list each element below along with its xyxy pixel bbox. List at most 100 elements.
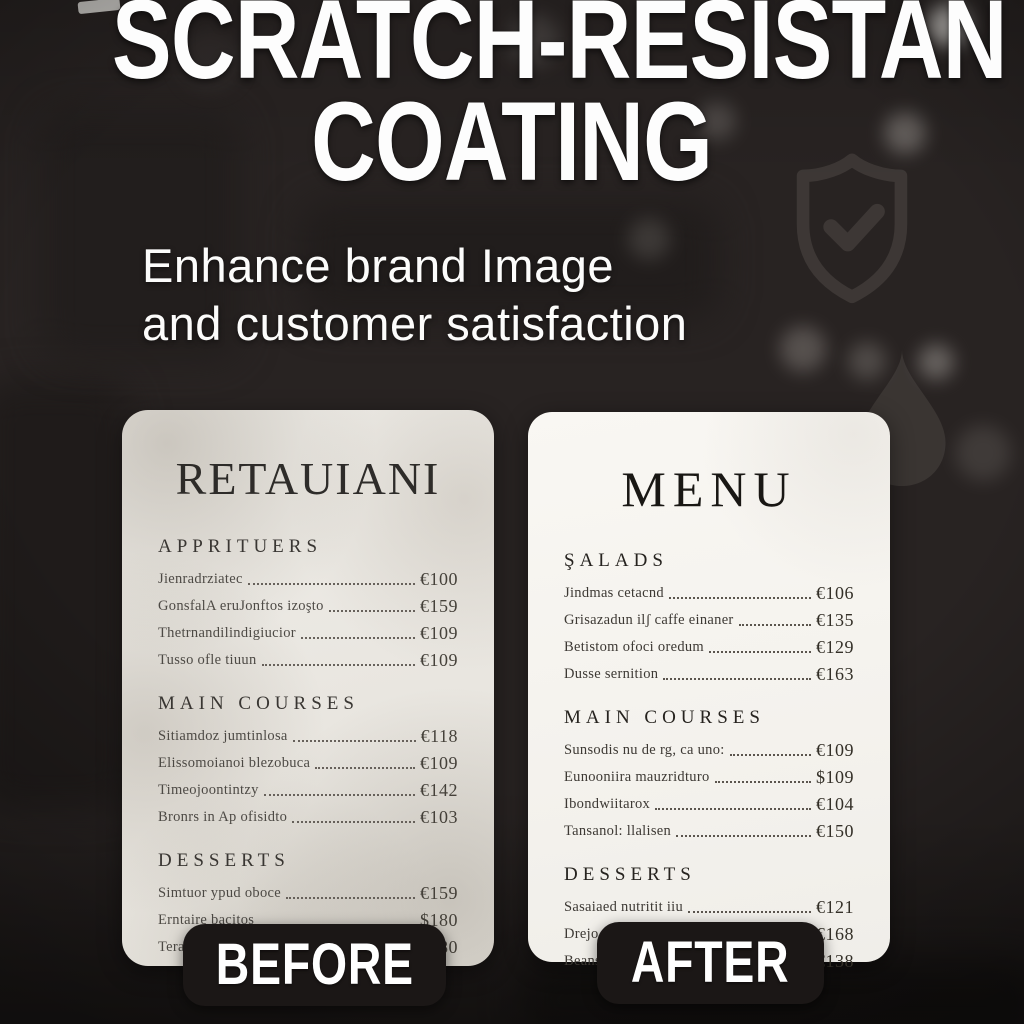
menu-item-row: Tansanol: llalisen €150 [564, 821, 854, 841]
menu-item-price: €109 [420, 753, 458, 773]
dotted-leader [315, 767, 415, 769]
menu-item-row: Sunsodis nu de rg, ca uno: €109 [564, 740, 854, 760]
menu-item-price: €135 [816, 610, 854, 630]
menu-section-title: MAIN COURSES [564, 707, 765, 728]
dotted-leader [738, 624, 811, 626]
menu-item-row: Eunooniira mauzridturo $109 [564, 767, 854, 787]
menu-item-name: Elissomoianoi blezobuca [158, 755, 311, 771]
menu-item-price: €118 [420, 726, 458, 746]
menu-section-title: ŞALADS [564, 550, 668, 571]
menu-item-name: Bronrs in Ap ofisidto [158, 809, 288, 825]
menu-body: ŞALADS Jindmas cetacnd €106 Grisazadun ilʃ … [528, 550, 890, 970]
dotted-leader [663, 678, 811, 680]
menu-item-name: Jindmas cetacnd [564, 585, 664, 601]
menu-item-row: Betistom ofoci oredum €129 [564, 637, 854, 657]
menu-item-price: €109 [420, 650, 458, 670]
dotted-leader [729, 754, 811, 756]
dotted-leader [300, 637, 415, 639]
menu-item-price: €163 [816, 664, 854, 684]
menu-item-row: Sasaiaed nutritit iiu €121 [564, 897, 854, 917]
menu-item-name: Tusso ofle tiuun [158, 652, 257, 668]
menu-card-title: MENU [621, 461, 797, 517]
menu-item-row: Sitiamdoz jumtinlosa €118 [158, 726, 458, 746]
menu-item-price: €159 [420, 596, 458, 616]
after-badge: AFTER [597, 922, 824, 1004]
dotted-leader [286, 897, 415, 899]
menu-item-row: Jindmas cetacnd €106 [564, 583, 854, 603]
menu-item-price: €109 [816, 740, 854, 760]
menu-card-after: MENU ŞALADS Jindmas cetacnd €106 Grisazadun… [528, 412, 890, 970]
menu-body: APPRITUERS Jienradrziatec €100 GonsfalA eru… [122, 536, 494, 956]
menu-item-row: Tusso ofle tiuun €109 [158, 650, 458, 670]
menu-item-price: €100 [420, 569, 458, 589]
menu-item-price: $109 [816, 767, 854, 787]
menu-card-before: RETAUIANI APPRITUERS Jienradrziatec €100 Go… [122, 410, 494, 966]
bokeh-light [955, 425, 1011, 481]
menu-item-name: Timeojoontintzy [158, 782, 259, 798]
menu-item-row: Thetrnandilindigiucior €109 [158, 623, 458, 643]
menu-item-name: Sitiamdoz jumtinlosa [158, 728, 288, 744]
poster-subtitle-line2: and customer satisfaction [142, 297, 688, 350]
before-badge-label: BEFORE [215, 932, 414, 997]
menu-item-name: Thetrnandilindigiucior [158, 625, 296, 641]
menu-item-row: Ibondwiitarox €104 [564, 794, 854, 814]
menu-item-name: Ibondwiitarox [564, 796, 651, 812]
menu-section-title: MAIN COURSES [158, 693, 359, 714]
menu-item-price: €150 [816, 821, 854, 841]
menu-item-price: €109 [420, 623, 458, 643]
dotted-leader [688, 911, 811, 913]
menu-card-title: RETAUIANI [175, 453, 441, 504]
background-silhouette [0, 380, 130, 810]
bokeh-light [780, 326, 826, 372]
menu-item-name: Simtuor ypud oboce [158, 885, 281, 901]
dotted-leader [328, 610, 415, 612]
dotted-leader [655, 808, 811, 810]
poster-subtitle-line1: Enhance brand Image [142, 239, 614, 292]
dotted-leader [676, 835, 811, 837]
menu-item-price: €106 [816, 583, 854, 603]
menu-section: ŞALADS Jindmas cetacnd €106 Grisazadun ilʃ … [564, 550, 854, 683]
menu-item-name: Tansanol: llalisen [564, 823, 672, 839]
menu-section-title: APPRITUERS [158, 536, 323, 557]
menu-item-price: €129 [816, 637, 854, 657]
menu-item-price: €103 [420, 807, 458, 827]
menu-item-price: €142 [420, 780, 458, 800]
dotted-leader [714, 781, 811, 783]
dotted-leader [709, 651, 811, 653]
menu-item-row: Timeojoontintzy €142 [158, 780, 458, 800]
menu-item-name: Jienradrziatec [158, 571, 243, 587]
menu-item-row: GonsfalA eruJonftos izoşto €159 [158, 596, 458, 616]
menu-item-name: Grisazadun ilʃ caffe einaner [564, 612, 734, 628]
menu-item-name: Betistom ofoci oredum [564, 639, 704, 655]
after-badge-label: AFTER [631, 930, 790, 995]
menu-item-row: Dusse sernition €163 [564, 664, 854, 684]
dotted-leader [247, 583, 415, 585]
dotted-leader [263, 794, 415, 796]
menu-item-row: Bronrs in Ap ofisidto €103 [158, 807, 458, 827]
dotted-leader [292, 740, 416, 742]
menu-item-row: Grisazadun ilʃ caffe einaner €135 [564, 610, 854, 630]
menu-item-name: Sasaiaed nutritit iiu [564, 899, 684, 915]
menu-item-row: Jienradrziatec €100 [158, 569, 458, 589]
menu-item-name: Dusse sernition [564, 666, 659, 682]
poster-title-line2: COATING [311, 79, 714, 204]
bokeh-light [628, 218, 670, 260]
dotted-leader [668, 597, 811, 599]
dotted-leader [261, 664, 415, 666]
menu-item-name: Sunsodis nu de rg, ca uno: [564, 742, 725, 758]
before-badge: BEFORE [183, 924, 446, 1006]
menu-item-name: Eunooniira mauzridturo [564, 769, 710, 785]
menu-section: MAIN COURSES Sitiamdoz jumtinlosa €118 Elis… [158, 693, 458, 826]
menu-section: APPRITUERS Jienradrziatec €100 GonsfalA eru… [158, 536, 458, 669]
menu-item-name: GonsfalA eruJonftos izoşto [158, 598, 324, 614]
menu-item-row: Simtuor ypud oboce €159 [158, 883, 458, 903]
dotted-leader [292, 821, 415, 823]
menu-item-row: Elissomoianoi blezobuca €109 [158, 753, 458, 773]
menu-item-price: €121 [816, 897, 854, 917]
menu-section-title: DESSERTS [564, 864, 696, 885]
menu-item-price: €159 [420, 883, 458, 903]
menu-section: MAIN COURSES Sunsodis nu de rg, ca uno: €1… [564, 707, 854, 840]
menu-item-price: €104 [816, 794, 854, 814]
menu-section-title: DESSERTS [158, 850, 290, 871]
